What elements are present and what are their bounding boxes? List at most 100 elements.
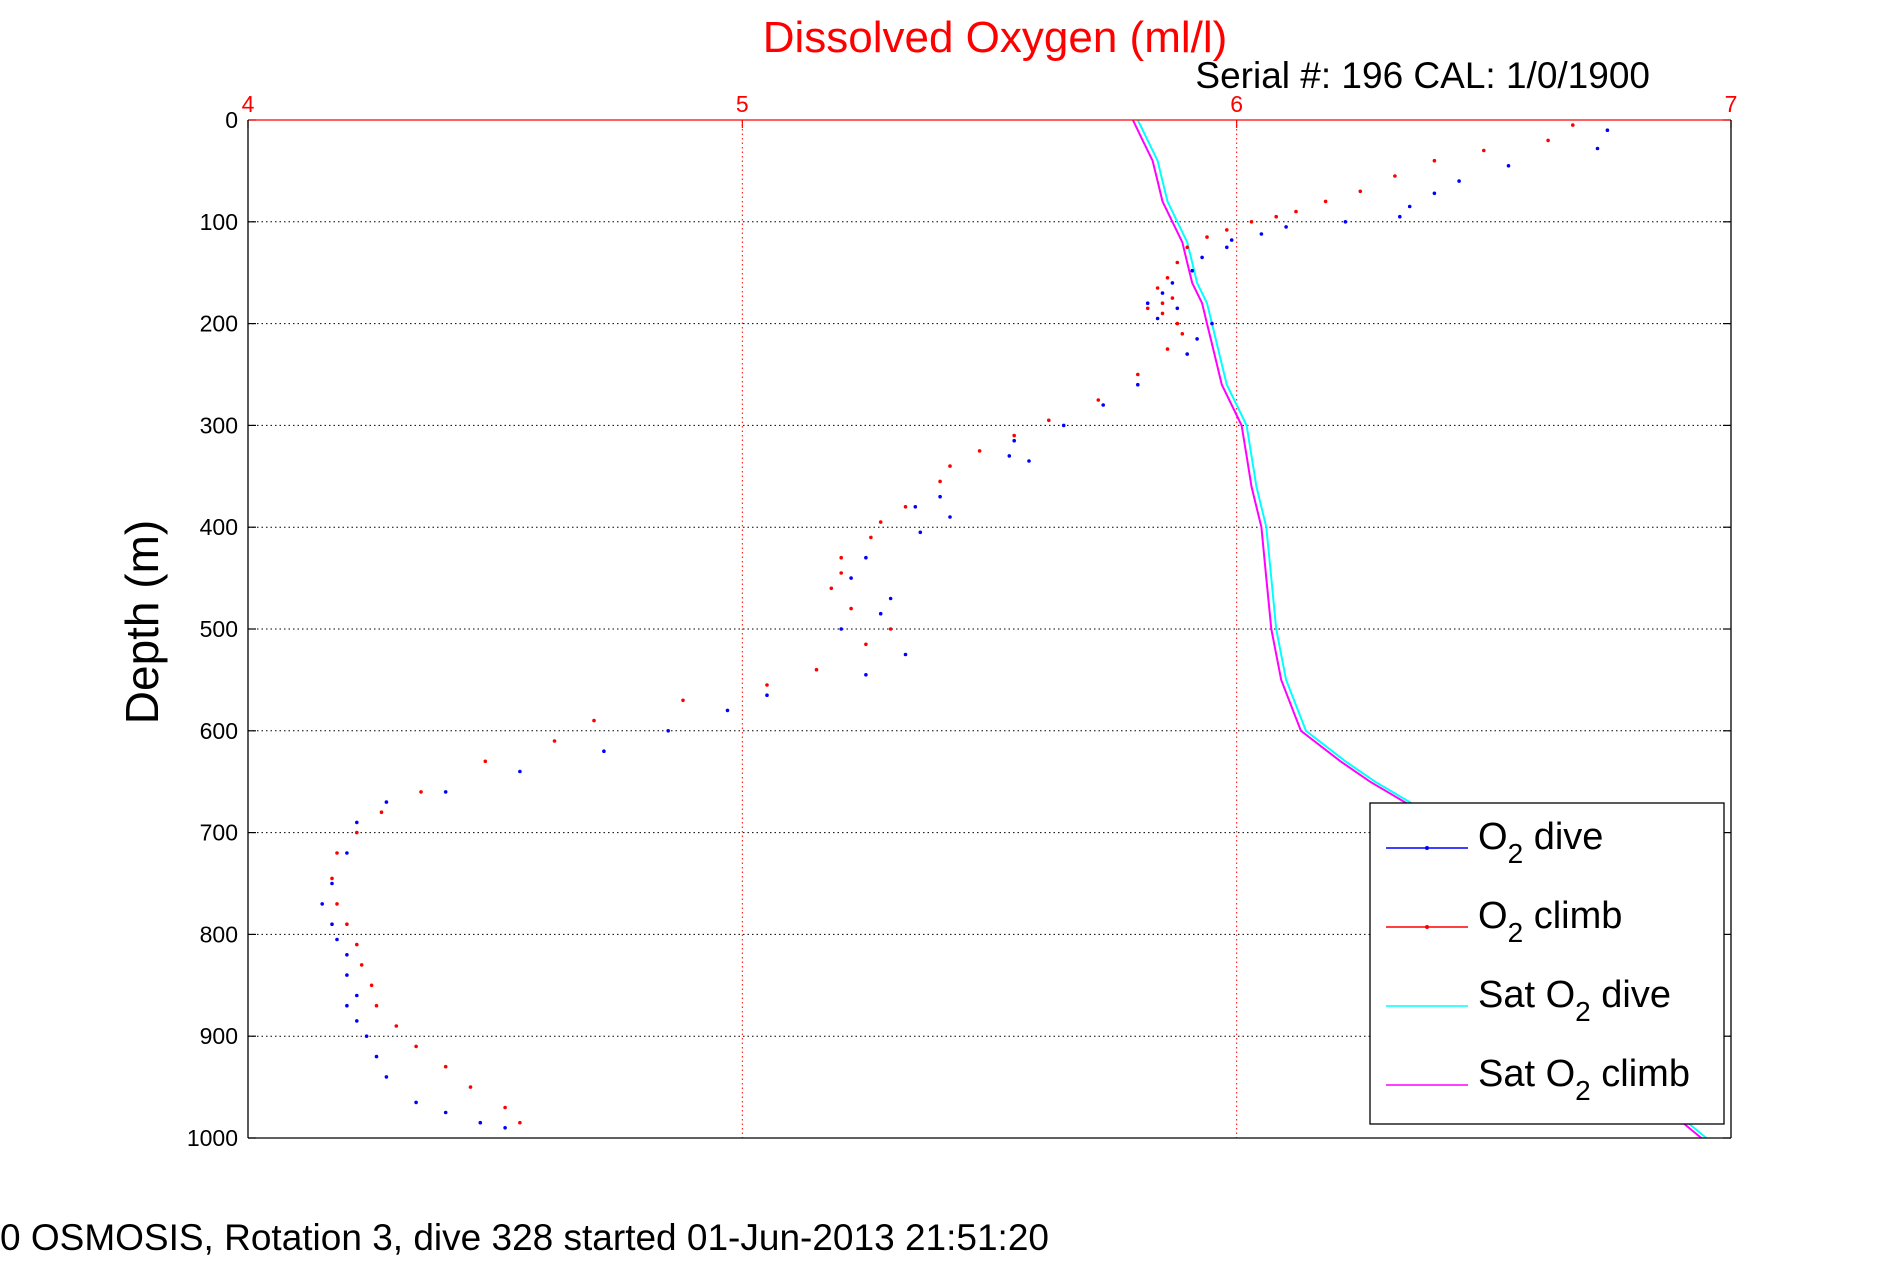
data-point-o2-dive [1027,459,1031,463]
data-point-o2-climb [518,1120,522,1125]
data-point-o2-dive [903,652,908,657]
data-point-o2-dive [478,1120,483,1125]
data-point-o2-climb [1175,260,1180,265]
data-point-o2-climb [1323,199,1328,204]
data-point-o2-dive [384,800,389,804]
data-point-o2-dive [1506,164,1511,168]
data-point-o2-climb [888,627,893,631]
data-point-o2-dive [1284,225,1288,229]
y-tick-label: 0 [225,107,238,133]
data-point-o2-dive [355,820,359,825]
data-point-o2-dive [918,530,923,535]
y-tick-label: 600 [200,718,238,744]
data-point-o2-climb [335,902,339,906]
data-point-o2-climb [1155,286,1160,290]
data-point-o2-climb [1096,398,1101,402]
data-point-o2-climb [948,464,952,468]
data-point-o2-dive [1175,306,1180,311]
data-point-o2-climb [878,520,883,524]
data-point-o2-dive [725,708,730,713]
y-tick-label: 500 [200,616,238,642]
x-tick-label: 6 [1230,91,1243,117]
data-point-o2-dive [355,1019,359,1023]
data-point-o2-climb [765,683,769,687]
data-point-o2-climb [1571,123,1575,127]
y-tick-label: 200 [200,311,238,337]
data-point-o2-dive [443,1110,448,1115]
data-point-o2-climb [1136,372,1140,377]
legend-marker-o2-climb [1425,925,1429,929]
data-point-o2-climb [1225,228,1229,232]
y-tick-label: 900 [200,1023,238,1049]
data-point-o2-dive [1007,454,1012,458]
data-point-o2-climb [1393,174,1397,178]
data-point-o2-climb [419,790,423,794]
y-tick-label: 100 [200,209,238,235]
data-point-o2-dive [1170,281,1175,285]
data-point-o2-climb [1205,235,1209,239]
data-point-o2-dive [1259,232,1264,236]
data-point-o2-dive [374,1054,379,1059]
y-tick-label: 700 [200,820,238,846]
data-point-o2-climb [369,983,374,988]
data-point-o2-dive [1210,321,1214,326]
data-point-o2-dive [864,673,868,677]
data-point-o2-dive [1160,291,1165,295]
axes: 4 5 6 7 0 100 200 300 400 500 600 700 800 900 1000 [187,91,1738,1151]
data-point-o2-dive [1200,255,1204,260]
data-point-o2-climb [374,1003,379,1008]
data-point-o2-dive [335,937,339,942]
data-point-o2-dive [1145,301,1150,306]
data-point-o2-dive [602,749,606,753]
data-point-o2-climb [1175,321,1180,326]
x-tick-label: 5 [736,91,749,117]
data-point-o2-climb [869,535,873,540]
data-point-o2-dive [1190,268,1194,273]
data-point-o2-climb [814,667,819,672]
data-point-o2-climb [849,606,853,611]
legend-label-sat-o2-climb: Sat O2 climb [1478,1053,1690,1106]
legend-label-o2-climb: O2 climb [1478,895,1622,948]
y-tick-label: 300 [200,412,238,438]
data-point-o2-dive [345,953,349,957]
data-point-o2-climb [1546,138,1550,143]
data-point-o2-climb [938,479,942,484]
series-o2-climb [330,123,1575,1125]
data-point-o2-dive [1398,214,1402,219]
data-point-o2-climb [503,1105,507,1110]
data-point-o2-climb [1047,418,1051,423]
data-point-o2-dive [345,1003,349,1008]
data-point-o2-dive [1407,204,1412,209]
data-point-o2-climb [1160,301,1165,306]
data-point-o2-dive [1605,128,1610,132]
data-point-o2-climb [1482,148,1486,153]
series-o2-dive [320,128,1610,1130]
data-point-o2-climb [1170,296,1175,300]
data-point-o2-dive [1195,337,1199,341]
data-point-o2-dive [345,973,349,977]
data-point-o2-climb [1012,433,1016,438]
data-point-o2-climb [1185,245,1189,250]
data-point-o2-climb [483,759,488,764]
data-point-o2-climb [592,718,596,723]
data-point-o2-dive [384,1075,389,1079]
data-point-o2-climb [1165,347,1170,351]
grid [248,120,1731,1138]
data-point-o2-dive [1136,382,1140,387]
chart-title: Dissolved Oxygen (ml/l) [763,13,1228,62]
data-point-o2-dive [1012,438,1016,443]
data-point-o2-climb [330,876,334,881]
data-point-o2-climb [1145,306,1150,311]
data-point-o2-climb [355,942,359,947]
data-point-o2-climb [468,1085,473,1089]
data-point-o2-dive [888,596,893,601]
data-point-o2-climb [829,586,834,591]
data-point-o2-climb [379,810,384,814]
data-point-o2-climb [839,555,843,560]
data-point-o2-climb [552,739,557,743]
data-point-o2-dive [938,494,942,499]
data-point-o2-dive [320,902,325,906]
data-point-o2-dive [364,1034,369,1038]
data-point-o2-dive [1432,191,1437,196]
data-point-o2-climb [1160,311,1165,316]
